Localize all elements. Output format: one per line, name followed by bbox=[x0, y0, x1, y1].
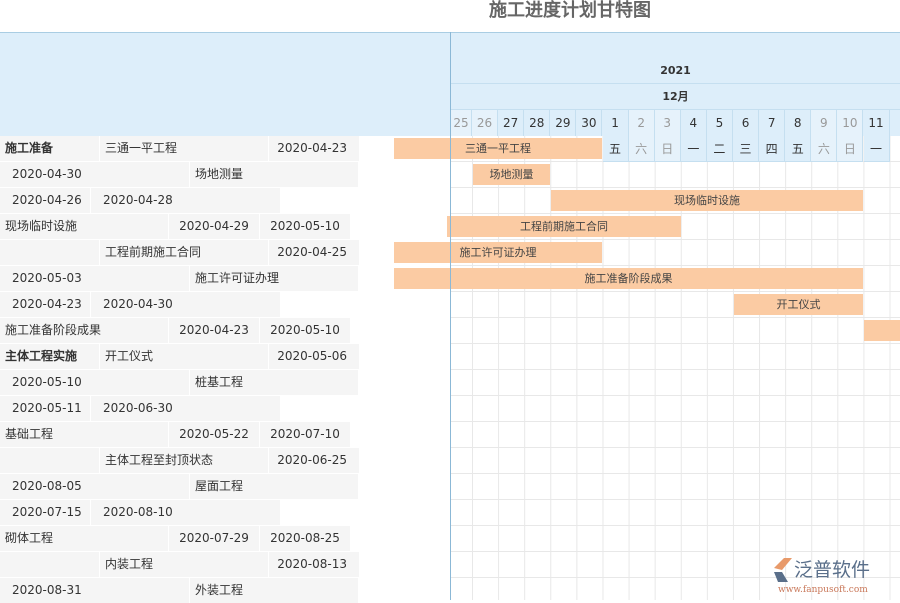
table-cell[interactable]: 2020-08-25 bbox=[260, 526, 350, 551]
gantt-bar[interactable] bbox=[864, 320, 900, 341]
weekday-cell: 日 bbox=[654, 136, 681, 162]
weekday-cell: 五 bbox=[785, 136, 812, 162]
table-cell[interactable]: 2020-04-26 bbox=[0, 188, 90, 213]
day-cell: 29 bbox=[550, 110, 577, 136]
table-cell[interactable]: 现场临时设施 bbox=[0, 214, 168, 239]
month-label: 12月 bbox=[451, 84, 900, 110]
weekday-cell: 六 bbox=[628, 136, 655, 162]
table-cell[interactable]: 2020-08-10 bbox=[91, 500, 280, 525]
table-cell[interactable] bbox=[0, 240, 99, 265]
table-cell[interactable]: 2020-04-30 bbox=[91, 292, 280, 317]
table-cell[interactable]: 施工准备 bbox=[0, 136, 99, 161]
day-cell: 11 bbox=[864, 110, 890, 136]
gantt-bar[interactable]: 现场临时设施 bbox=[551, 190, 863, 211]
table-cell[interactable]: 2020-05-10 bbox=[260, 318, 350, 343]
table-cell[interactable]: 2020-08-05 bbox=[0, 474, 189, 499]
table-cell[interactable] bbox=[0, 448, 99, 473]
day-cell: 4 bbox=[681, 110, 707, 136]
table-cell[interactable]: 2020-05-11 bbox=[0, 396, 90, 421]
table-cell[interactable]: 三通一平工程 bbox=[100, 136, 268, 161]
year-label: 2021 bbox=[451, 58, 900, 84]
day-cell: 7 bbox=[759, 110, 786, 136]
svg-text:www.fanpusoft.com: www.fanpusoft.com bbox=[778, 585, 868, 595]
weekday-cell: 一 bbox=[680, 136, 707, 162]
day-cell: 2 bbox=[628, 110, 655, 136]
day-cell: 27 bbox=[498, 110, 525, 136]
table-cell[interactable]: 2020-08-13 bbox=[269, 552, 359, 577]
table-cell[interactable]: 开工仪式 bbox=[100, 344, 268, 369]
splitter[interactable] bbox=[450, 32, 451, 600]
day-cell: 8 bbox=[785, 110, 812, 136]
svg-text:泛普软件: 泛普软件 bbox=[794, 559, 870, 581]
weekday-cell: 六 bbox=[811, 136, 838, 162]
weekday-cell: 三 bbox=[733, 136, 760, 162]
day-cell: 28 bbox=[524, 110, 551, 136]
day-cell: 30 bbox=[576, 110, 603, 136]
table-cell[interactable]: 2020-06-25 bbox=[269, 448, 359, 473]
table-cell[interactable] bbox=[0, 552, 99, 577]
table-cell[interactable]: 2020-04-23 bbox=[169, 318, 259, 343]
page-title: 施工进度计划甘特图 bbox=[489, 0, 651, 21]
weekday-cell: 日 bbox=[837, 136, 864, 162]
watermark-logo: 泛普软件 www.fanpusoft.com bbox=[770, 552, 895, 599]
weekday-cell: 一 bbox=[863, 136, 890, 162]
table-cell[interactable]: 2020-05-06 bbox=[269, 344, 359, 369]
table-cell[interactable]: 2020-04-28 bbox=[91, 188, 280, 213]
gantt-bar[interactable]: 开工仪式 bbox=[734, 294, 863, 315]
gantt-bar[interactable]: 施工许可证办理 bbox=[394, 242, 602, 263]
table-cell[interactable]: 2020-05-03 bbox=[0, 266, 189, 291]
table-cell[interactable]: 2020-05-22 bbox=[169, 422, 259, 447]
table-cell[interactable]: 屋面工程 bbox=[190, 474, 358, 499]
table-cell[interactable]: 2020-07-29 bbox=[169, 526, 259, 551]
weekday-cell: 二 bbox=[706, 136, 733, 162]
table-cell[interactable]: 桩基工程 bbox=[190, 370, 358, 395]
table-cell[interactable]: 场地测量 bbox=[190, 162, 358, 187]
table-cell[interactable]: 2020-04-23 bbox=[0, 292, 90, 317]
gantt-bar[interactable]: 施工准备阶段成果 bbox=[394, 268, 863, 289]
gantt-grid bbox=[451, 136, 900, 600]
day-cell: 6 bbox=[733, 110, 760, 136]
day-cell: 10 bbox=[837, 110, 864, 136]
table-cell[interactable]: 2020-04-30 bbox=[0, 162, 189, 187]
table-cell[interactable]: 2020-05-10 bbox=[260, 214, 350, 239]
weekday-cell: 五 bbox=[602, 136, 629, 162]
table-cell[interactable]: 砌体工程 bbox=[0, 526, 168, 551]
table-cell[interactable]: 2020-04-23 bbox=[269, 136, 359, 161]
gantt-bar[interactable]: 三通一平工程 bbox=[394, 138, 602, 159]
day-cell: 26 bbox=[472, 110, 499, 136]
day-cell: 3 bbox=[654, 110, 681, 136]
table-cell[interactable]: 内装工程 bbox=[100, 552, 268, 577]
table-cell[interactable]: 基础工程 bbox=[0, 422, 168, 447]
table-cell[interactable]: 2020-05-10 bbox=[0, 370, 189, 395]
table-cell[interactable]: 2020-04-25 bbox=[269, 240, 359, 265]
day-cell: 25 bbox=[451, 110, 472, 136]
logo-icon: 泛普软件 www.fanpusoft.com bbox=[774, 558, 870, 595]
table-cell[interactable]: 2020-08-31 bbox=[0, 578, 189, 603]
table-cell[interactable]: 主体工程至封顶状态 bbox=[100, 448, 268, 473]
weekday-cell: 四 bbox=[759, 136, 786, 162]
table-cell[interactable]: 主体工程实施 bbox=[0, 344, 99, 369]
table-cell[interactable]: 工程前期施工合同 bbox=[100, 240, 268, 265]
table-cell[interactable]: 2020-04-29 bbox=[169, 214, 259, 239]
table-cell[interactable]: 外装工程 bbox=[190, 578, 358, 603]
table-cell[interactable]: 2020-07-15 bbox=[0, 500, 90, 525]
gantt-bar[interactable]: 场地测量 bbox=[473, 164, 550, 185]
day-cell: 5 bbox=[707, 110, 733, 136]
table-cell[interactable]: 施工准备阶段成果 bbox=[0, 318, 168, 343]
table-cell[interactable]: 2020-06-30 bbox=[91, 396, 280, 421]
table-cell[interactable]: 施工许可证办理 bbox=[190, 266, 358, 291]
day-cell: 9 bbox=[811, 110, 838, 136]
gantt-bar[interactable]: 工程前期施工合同 bbox=[447, 216, 681, 237]
table-cell[interactable]: 2020-07-10 bbox=[260, 422, 350, 447]
day-cell: 1 bbox=[603, 110, 629, 136]
